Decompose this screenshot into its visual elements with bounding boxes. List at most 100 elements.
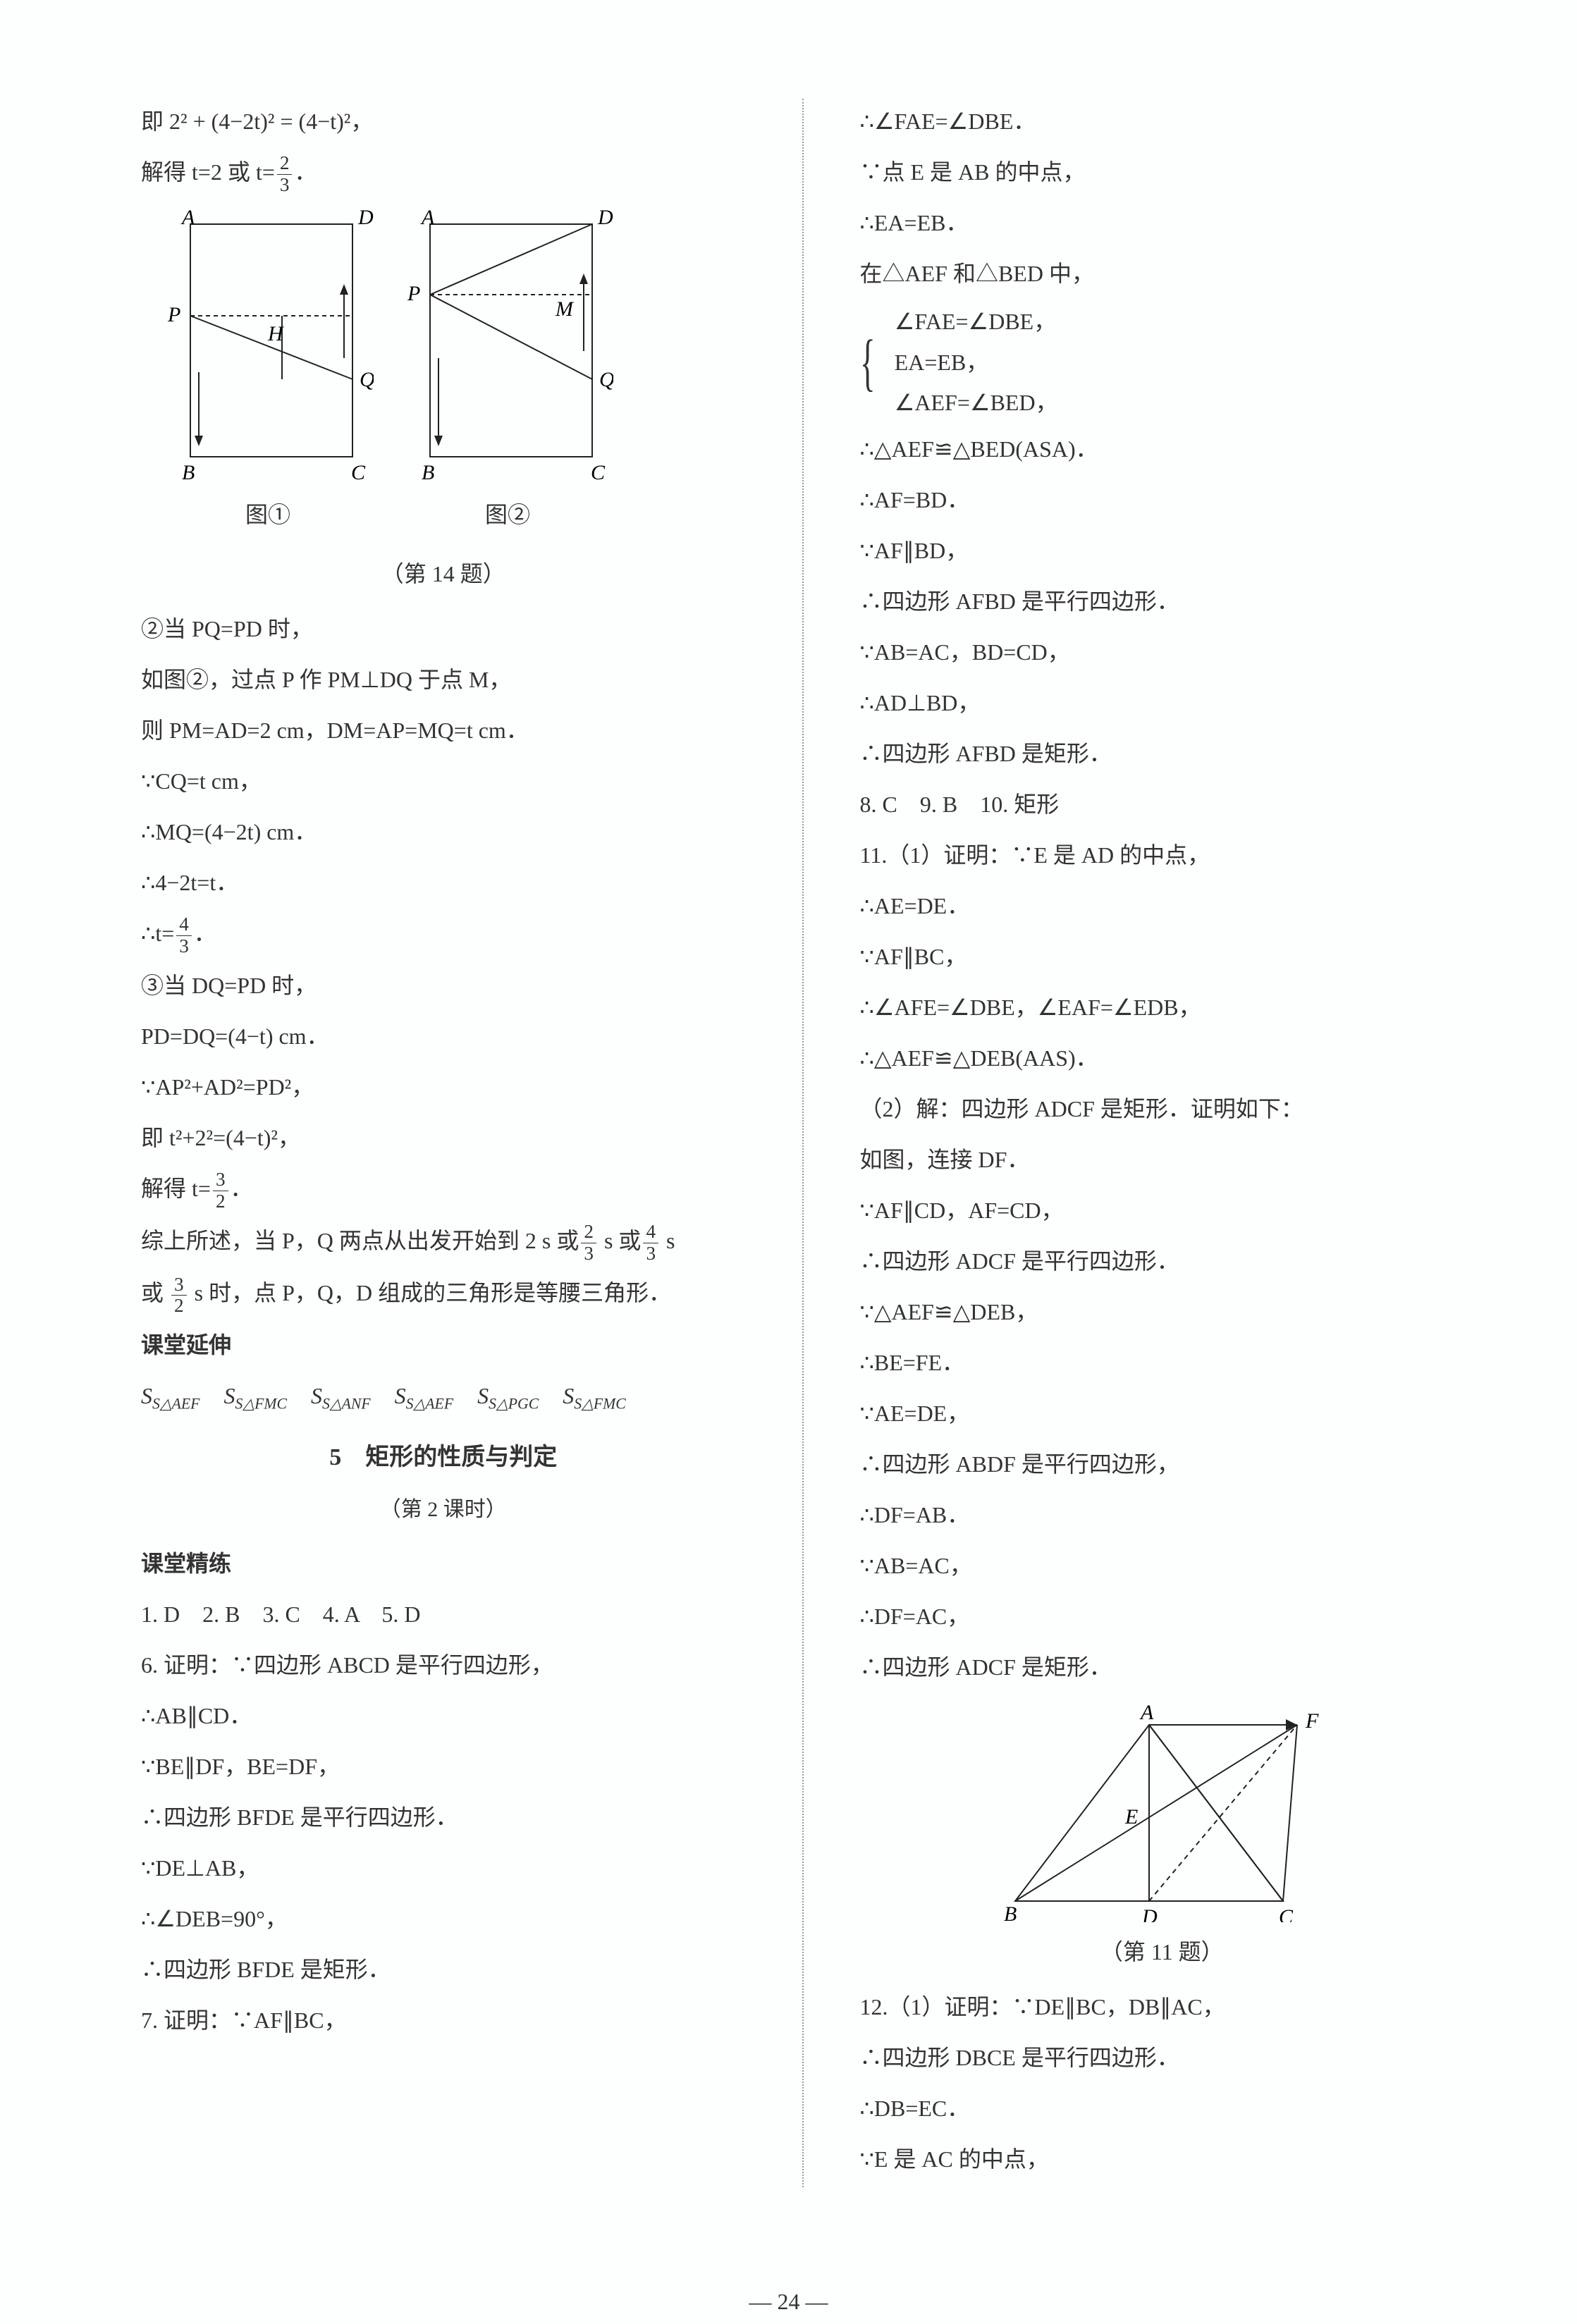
numerator: 3 xyxy=(171,1274,187,1296)
text-line: ∴∠AFE=∠DBE，∠EAF=∠EDB， xyxy=(860,985,1465,1030)
brace-line: ∠FAE=∠DBE， xyxy=(895,302,1058,343)
text-line: 如图②，过点 P 作 PM⊥DQ 于点 M， xyxy=(141,657,746,702)
figure-14-title: （第 14 题） xyxy=(141,551,746,596)
label-B: B xyxy=(422,461,434,484)
text-line: ∴四边形 AFBD 是平行四边形． xyxy=(860,579,1465,624)
numerator: 2 xyxy=(277,153,293,175)
text-line: ∵△AEF≌△DEB， xyxy=(860,1289,1465,1334)
label-C: C xyxy=(1279,1905,1294,1922)
text-line: ∴DF=AC， xyxy=(860,1594,1465,1639)
denominator: 3 xyxy=(277,175,293,196)
label-P: P xyxy=(407,282,420,305)
brace-line: EA=EB， xyxy=(895,343,1058,383)
area-item: SS△ANF xyxy=(311,1373,371,1420)
text-line: 1. D 2. B 3. C 4. A 5. D xyxy=(141,1592,746,1637)
right-column: ∴∠FAE=∠DBE． ∵点 E 是 AB 的中点， ∴EA=EB． 在△AEF… xyxy=(860,99,1465,2187)
text: s xyxy=(661,1228,675,1253)
text-line: ∴EA=EB． xyxy=(860,200,1465,245)
text: ． xyxy=(194,921,216,946)
fraction: 32 xyxy=(213,1169,228,1212)
text-line: ∵AF∥BD， xyxy=(860,528,1465,573)
text-line: ∴AD⊥BD， xyxy=(860,680,1465,725)
page-number: — 24 — xyxy=(0,2279,1577,2324)
diagram-svg: A D P M Q B C xyxy=(402,210,613,492)
denominator: 3 xyxy=(581,1243,596,1265)
text-line: ∵AP²+AD²=PD²， xyxy=(141,1064,746,1109)
text-line: ∴AE=DE． xyxy=(860,883,1465,928)
text: s 时，点 P，Q，D 组成的三角形是等腰三角形． xyxy=(189,1280,671,1305)
label-C: C xyxy=(591,461,606,484)
text: 解得 t= xyxy=(141,1176,211,1201)
text-line: ∴AB∥CD． xyxy=(141,1693,746,1738)
brace-content: ∠FAE=∠DBE， EA=EB， ∠AEF=∠BED， xyxy=(895,302,1058,424)
text-line: 6. 证明：∵四边形 ABCD 是平行四边形， xyxy=(141,1642,746,1687)
numerator: 3 xyxy=(213,1169,228,1191)
text-line: 综上所述，当 P，Q 两点从出发开始到 2 s 或23 s 或43 s xyxy=(141,1218,746,1265)
text-line: ∴△AEF≌△BED(ASA)． xyxy=(860,426,1465,472)
page: 即 2² + (4−2t)² = (4−t)²， 解得 t=2 或 t=23． … xyxy=(0,0,1577,2258)
text-line: 在△AEF 和△BED 中， xyxy=(860,251,1465,296)
text-line: PD=DQ=(4−t) cm． xyxy=(141,1014,746,1059)
text-line: 如图，连接 DF． xyxy=(860,1137,1465,1182)
label-D: D xyxy=(1141,1905,1158,1922)
label-F: F xyxy=(1305,1709,1319,1733)
text: 或 xyxy=(141,1280,169,1305)
text-line: ∴∠FAE=∠DBE． xyxy=(860,99,1465,144)
section-5-subtitle: （第 2 课时） xyxy=(141,1489,746,1531)
text-line: 即 2² + (4−2t)² = (4−t)²， xyxy=(141,99,746,144)
fraction: 23 xyxy=(581,1222,596,1265)
numerator: 4 xyxy=(176,914,192,936)
text-line: ∵AB=AC，BD=CD， xyxy=(860,629,1465,675)
text-line: 解得 t=32． xyxy=(141,1166,746,1212)
text: 解得 t=2 或 t= xyxy=(141,159,275,185)
label-D: D xyxy=(357,210,374,229)
diagram-svg: A D P H Q B C xyxy=(162,210,374,492)
text-line: ∵DE⊥AB， xyxy=(141,1845,746,1890)
text-line: ∴四边形 ADCF 是平行四边形． xyxy=(860,1238,1465,1284)
text-line: 或 32 s 时，点 P，Q，D 组成的三角形是等腰三角形． xyxy=(141,1270,746,1317)
numerator: 4 xyxy=(643,1222,658,1243)
text-line: ∵BE∥DF，BE=DF， xyxy=(141,1744,746,1789)
label-M: M xyxy=(555,297,575,321)
brace-line: ∠AEF=∠BED， xyxy=(895,383,1058,424)
area-sequence: SS△AEF SS△FMC SS△ANF SS△AEF SS△PGC SS△FM… xyxy=(141,1373,746,1420)
denominator: 2 xyxy=(171,1296,187,1317)
column-divider xyxy=(802,99,804,2187)
text-line: ∴4−2t=t． xyxy=(141,860,746,905)
area-item: SS△AEF xyxy=(141,1373,200,1420)
numerator: 2 xyxy=(581,1222,596,1243)
text-line: ∴四边形 BFDE 是矩形． xyxy=(141,1947,746,1992)
text-line: ∵E 是 AC 的中点， xyxy=(860,2137,1465,2182)
section-5-title: 5 矩形的性质与判定 xyxy=(141,1434,746,1482)
text-line: ∴BE=FE． xyxy=(860,1340,1465,1385)
text-line: ∵AF∥CD，AF=CD， xyxy=(860,1188,1465,1233)
text-line: ∴△AEF≌△DEB(AAS)． xyxy=(860,1035,1465,1081)
text-line: ∵点 E 是 AB 的中点， xyxy=(860,149,1465,195)
figure-11: A F E B D C xyxy=(987,1704,1465,1922)
area-item: SS△AEF xyxy=(395,1373,453,1420)
practice-title: 课堂精练 xyxy=(141,1541,746,1586)
figure-14-group: A D P H Q B C 图① xyxy=(162,210,746,544)
diagram-svg: A F E B D C xyxy=(987,1704,1339,1922)
text-line: 即 t²+2²=(4−t)²， xyxy=(141,1115,746,1160)
text-line: 11.（1）证明：∵E 是 AD 的中点， xyxy=(860,832,1465,878)
text-line: 8. C 9. B 10. 矩形 xyxy=(860,782,1465,827)
fraction: 43 xyxy=(643,1222,658,1265)
text-line: ∴DF=AB． xyxy=(860,1492,1465,1537)
text-line: （2）解：四边形 ADCF 是矩形．证明如下： xyxy=(860,1086,1465,1131)
text: s 或 xyxy=(599,1228,641,1253)
label-B: B xyxy=(1004,1902,1017,1922)
text-line: ∴四边形 ADCF 是矩形． xyxy=(860,1644,1465,1690)
left-column: 即 2² + (4−2t)² = (4−t)²， 解得 t=2 或 t=23． … xyxy=(141,99,746,2187)
section-extension-title: 课堂延伸 xyxy=(141,1322,746,1367)
figure-11-caption: （第 11 题） xyxy=(860,1929,1465,1974)
text: ． xyxy=(294,159,317,185)
figure-caption-2: 图② xyxy=(402,492,613,537)
text-line: 7. 证明：∵AF∥BC， xyxy=(141,1998,746,2043)
text: 综上所述，当 P，Q 两点从出发开始到 2 s 或 xyxy=(141,1228,579,1253)
label-C: C xyxy=(351,461,366,484)
text-line: ∴DB=EC． xyxy=(860,2086,1465,2131)
text: ∴t= xyxy=(141,921,174,946)
text-line: ∴MQ=(4−2t) cm． xyxy=(141,809,746,854)
text-line: ∵CQ=t cm， xyxy=(141,758,746,804)
